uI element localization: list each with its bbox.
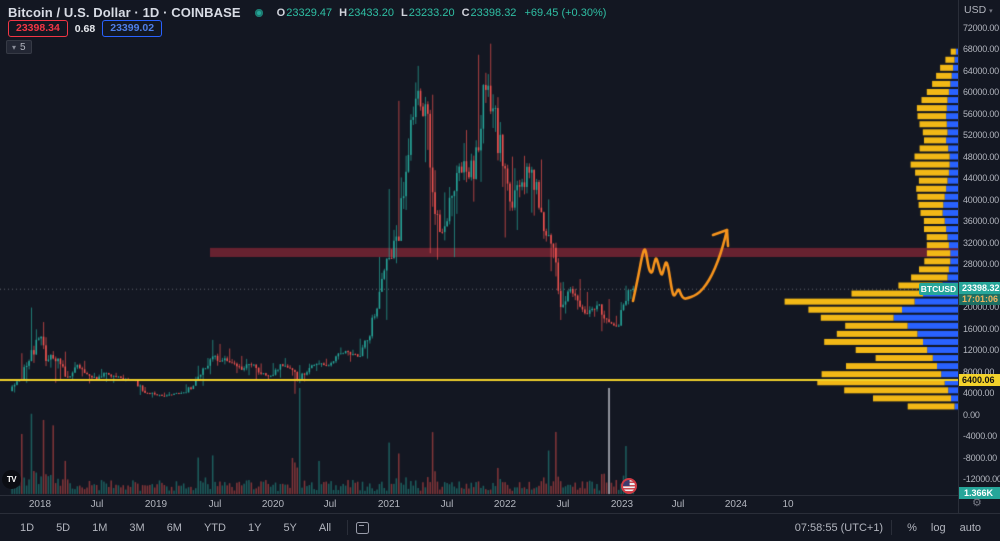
- divider: [891, 520, 893, 535]
- symbol-price-line-tag: BTCUSD: [919, 283, 958, 295]
- time-tick-label: 2018: [28, 499, 52, 510]
- price-tick-label: 44000.00: [963, 173, 999, 183]
- price-tick-label: 72000.00: [963, 22, 999, 33]
- go-to-date-icon[interactable]: [356, 521, 370, 534]
- spread-value: 0.68: [74, 22, 96, 35]
- price-tick-label: 4000.00: [963, 388, 995, 398]
- price-tick-label: 52000.00: [963, 130, 999, 140]
- currency-dropdown[interactable]: USD ▾: [964, 4, 993, 16]
- close-label: C: [461, 6, 470, 19]
- low-label: L: [400, 6, 408, 19]
- price-axis[interactable]: USD ▾ 72000.00 68000.00 64000.00 60000.00 56…: [958, 0, 1000, 513]
- price-tick-label: 28000.00: [963, 259, 999, 269]
- tradingview-logo[interactable]: TV: [2, 470, 21, 489]
- market-status-icon: [254, 8, 263, 17]
- range-button-1m[interactable]: 1M: [92, 521, 108, 534]
- time-tick-label: Jul: [671, 499, 685, 510]
- price-tick-label: 32000.00: [963, 237, 999, 248]
- price-tick-label: 8000.00: [963, 366, 995, 377]
- time-tick-label: 2021: [377, 499, 401, 510]
- range-button-ytd[interactable]: YTD: [203, 521, 226, 534]
- indicators-count: 5: [20, 41, 26, 53]
- main-chart-canvas[interactable]: [0, 0, 958, 495]
- range-button-5y[interactable]: 5Y: [283, 521, 297, 534]
- auto-scale-button[interactable]: auto: [959, 521, 981, 534]
- price-tick-label: 20000.00: [963, 302, 999, 312]
- last-price-badge: 23398.32 17:01:06: [959, 282, 1000, 305]
- last-price-value: 23398.32: [959, 282, 1000, 294]
- divider: [347, 520, 349, 535]
- time-tick-label: 2024: [724, 499, 748, 510]
- chevron-down-icon: ▾: [12, 42, 17, 52]
- close-value: 23398.32: [470, 6, 517, 19]
- sell-price-button[interactable]: 23398.34: [8, 20, 68, 37]
- open-value: 23329.47: [286, 6, 333, 19]
- price-tick-label: 56000.00: [963, 108, 999, 119]
- range-button-3m[interactable]: 3M: [129, 521, 145, 534]
- time-tick-label: Jul: [323, 499, 337, 510]
- gear-icon[interactable]: ⚙: [972, 497, 982, 509]
- price-tick-label: 68000.00: [963, 44, 999, 54]
- time-tick-label: 10: [782, 499, 794, 510]
- ohlc-values: O23329.47 H23433.20 L23233.20 C23398.32 …: [277, 7, 607, 19]
- range-button-1y[interactable]: 1Y: [247, 521, 262, 534]
- price-tick-label: -4000.00: [963, 431, 997, 441]
- price-tick-label: 0.00: [963, 409, 980, 420]
- change-value: +69.45 (+0.30%): [524, 6, 607, 19]
- price-tick-label: -12000.00: [963, 474, 1000, 484]
- low-value: 23233.20: [408, 6, 455, 19]
- time-tick-label: 2020: [261, 499, 285, 510]
- time-tick-label: 2022: [493, 499, 517, 510]
- price-tick-label: 64000.00: [963, 65, 999, 76]
- price-tick-label: 60000.00: [963, 87, 999, 97]
- time-tick-label: Jul: [208, 499, 222, 510]
- percent-scale-button[interactable]: %: [907, 521, 917, 534]
- time-axis[interactable]: 2018 Jul 2019 Jul 2020 Jul 2021 Jul 2022 Jul 2023 J…: [0, 495, 958, 513]
- price-tick-label: -8000.00: [963, 452, 997, 463]
- price-tick-label: 48000.00: [963, 151, 999, 162]
- symbol-title[interactable]: Bitcoin / U.S. Dollar · 1D · COINBASE: [8, 5, 241, 20]
- high-label: H: [339, 6, 348, 19]
- bar-countdown: 17:01:06: [959, 294, 1000, 305]
- currency-label: USD: [964, 4, 987, 16]
- time-tick-label: Jul: [440, 499, 454, 510]
- chart-region: Bitcoin / U.S. Dollar · 1D · COINBASE O2…: [0, 0, 958, 495]
- buy-price-button[interactable]: 23399.02: [102, 20, 163, 37]
- indicators-collapse-button[interactable]: ▾ 5: [6, 40, 32, 54]
- price-tick-label: 36000.00: [963, 216, 999, 226]
- range-button-all[interactable]: All: [318, 521, 332, 534]
- price-tick-label: 40000.00: [963, 194, 999, 205]
- volume-value-badge: 1.366K: [959, 487, 1000, 499]
- range-button-1d[interactable]: 1D: [20, 521, 35, 534]
- time-tick-label: 2023: [610, 499, 634, 510]
- time-tick-label: 2019: [144, 499, 168, 510]
- price-tick-label: 16000.00: [963, 323, 999, 334]
- range-button-5d[interactable]: 5D: [56, 521, 71, 534]
- open-label: O: [276, 6, 286, 19]
- price-tick-label: 12000.00: [963, 345, 999, 355]
- scale-controls: 07:58:55 (UTC+1) % log auto: [795, 519, 988, 537]
- clock[interactable]: 07:58:55 (UTC+1): [794, 521, 884, 534]
- high-value: 23433.20: [348, 6, 394, 19]
- time-tick-label: Jul: [556, 499, 570, 510]
- chevron-down-icon: ▾: [989, 8, 993, 15]
- bottom-toolbar: 1D 5D 1M 3M 6M YTD 1Y 5Y All 07:58:55 (UTC+1) % …: [0, 513, 1000, 541]
- range-buttons: 1D 5D 1M 3M 6M YTD 1Y 5Y All: [12, 519, 370, 537]
- chart-header: Bitcoin / U.S. Dollar · 1D · COINBASE O2…: [8, 5, 606, 20]
- bid-ask-row: 23398.34 0.68 23399.02: [8, 20, 163, 37]
- us-flag-event-icon[interactable]: [621, 478, 637, 494]
- time-tick-label: Jul: [90, 499, 104, 510]
- log-scale-button[interactable]: log: [930, 521, 946, 534]
- range-button-6m[interactable]: 6M: [166, 521, 182, 534]
- support-level-badge: 6400.06: [959, 374, 1000, 386]
